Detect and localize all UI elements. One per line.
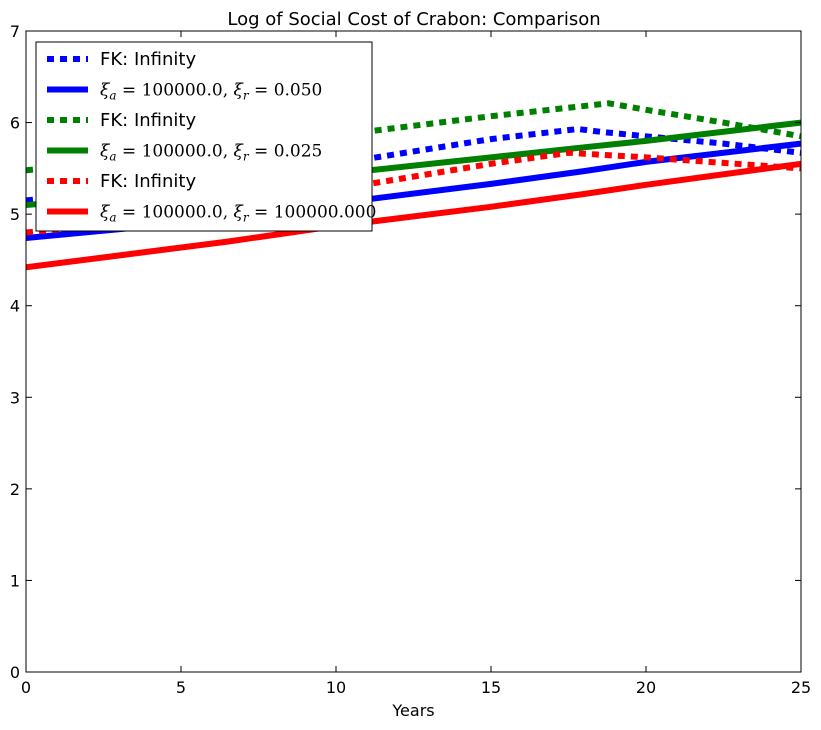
y-tick-label: 6 xyxy=(10,114,20,133)
y-tick-label: 0 xyxy=(10,663,20,682)
legend-label-6: ξa = 100000.0, ξr = 100000.000 xyxy=(100,203,376,225)
y-tick-label: 4 xyxy=(10,297,20,316)
series-line-1-dotted xyxy=(26,126,801,204)
x-tick-label: 10 xyxy=(326,678,346,697)
x-tick-label: 20 xyxy=(636,678,656,697)
x-axis-label: Years xyxy=(391,701,434,720)
legend-label-3: FK: Infinity xyxy=(100,110,196,131)
chart-title: Log of Social Cost of Crabon: Comparison xyxy=(227,9,600,30)
y-tick-label: 7 xyxy=(10,22,20,41)
y-ticks: 0 1 2 3 4 5 6 7 xyxy=(10,22,801,682)
y-tick-label: 3 xyxy=(10,388,20,407)
x-tick-label: 15 xyxy=(481,678,501,697)
y-tick-label: 2 xyxy=(10,480,20,499)
y-tick-label: 5 xyxy=(10,205,20,224)
x-tick-label: 25 xyxy=(791,678,811,697)
x-tick-label: 0 xyxy=(21,678,31,697)
x-tick-label: 5 xyxy=(176,678,186,697)
legend: FK: Infinity ξa = 100000.0, ξr = 0.050 FK:… xyxy=(35,41,376,232)
legend-box xyxy=(35,41,373,232)
series-line-6-solid xyxy=(26,160,801,271)
plot-frame xyxy=(25,30,802,673)
legend-label-5: FK: Infinity xyxy=(100,171,196,192)
legend-label-2: ξa = 100000.0, ξr = 0.050 xyxy=(100,81,322,103)
y-tick-label: 1 xyxy=(10,571,20,590)
legend-label-1: FK: Infinity xyxy=(100,49,196,70)
series-line-3-dotted xyxy=(26,100,801,174)
legend-label-4: ξa = 100000.0, ξr = 0.025 xyxy=(100,142,322,164)
x-ticks: 0 5 10 15 20 25 xyxy=(21,31,811,697)
plot-lines xyxy=(26,100,801,271)
